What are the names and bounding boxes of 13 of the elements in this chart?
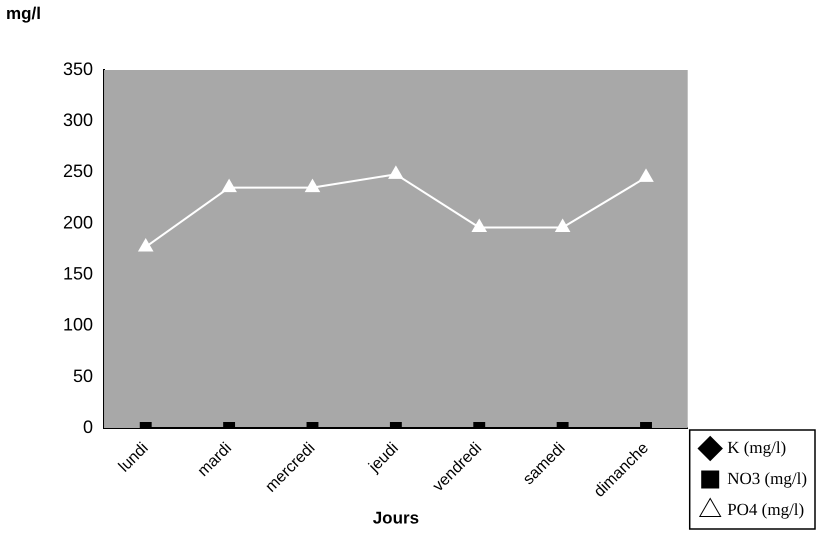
legend-label: PO4 (mg/l) <box>727 500 804 519</box>
y-tick-label: 0 <box>83 416 94 437</box>
y-tick-label: 50 <box>73 366 94 386</box>
x-axis-title: Jours <box>372 508 420 528</box>
y-axis-title: mg/l <box>6 4 41 24</box>
y-tick-label: 300 <box>62 110 94 130</box>
y-tick-label: 150 <box>62 264 94 284</box>
y-tick-label: 350 <box>62 58 94 79</box>
legend-label: K (mg/l) <box>727 438 786 457</box>
y-tick-label: 200 <box>62 212 94 232</box>
legend-label: NO3 (mg/l) <box>727 468 807 488</box>
y-tick-label: 100 <box>62 314 94 335</box>
y-tick-label: 250 <box>62 161 94 182</box>
